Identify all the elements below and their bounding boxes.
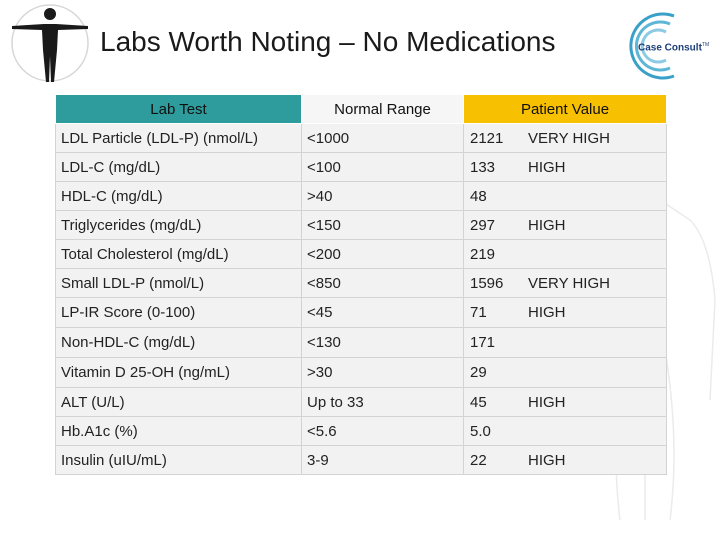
patient-value-cell: 22 HIGH xyxy=(463,445,667,475)
table-row: ALT (U/L) Up to 33 45 HIGH xyxy=(55,387,667,417)
table-row: Insulin (uIU/mL) 3-9 22 HIGH xyxy=(55,445,667,475)
lab-test-cell: ALT (U/L) xyxy=(55,387,302,417)
lab-test-cell: Small LDL-P (nmol/L) xyxy=(55,268,302,298)
lab-test-cell: Non-HDL-C (mg/dL) xyxy=(55,327,302,358)
patient-value-cell: 133 HIGH xyxy=(463,152,667,182)
table-row: Vitamin D 25-OH (ng/mL) >30 29 xyxy=(55,357,667,388)
slide-title: Labs Worth Noting – No Medications xyxy=(100,26,556,57)
lab-test-cell: Triglycerides (mg/dL) xyxy=(55,210,302,240)
lab-test-cell: Hb.A1c (%) xyxy=(55,416,302,446)
patient-value: 48 xyxy=(470,187,487,205)
brand-name-text: Case Consult xyxy=(638,42,702,54)
table-header-row: Lab Test Normal Range Patient Value xyxy=(55,94,667,124)
patient-value-cell: 29 xyxy=(463,357,667,388)
value-flag: HIGH xyxy=(528,304,566,321)
lab-test-cell: Vitamin D 25-OH (ng/mL) xyxy=(55,357,302,388)
lab-test-cell: LDL Particle (LDL-P) (nmol/L) xyxy=(55,123,302,153)
patient-value: 22 xyxy=(470,451,487,469)
normal-range-cell: <100 xyxy=(301,152,464,182)
normal-range-cell: <1000 xyxy=(301,123,464,153)
human-figure-icon xyxy=(11,4,89,82)
table-row: LDL-C (mg/dL) <100 133 HIGH xyxy=(55,152,667,182)
trademark-mark: TM xyxy=(701,42,710,48)
header-normal-range: Normal Range xyxy=(301,94,464,124)
patient-value-cell: 5.0 xyxy=(463,416,667,446)
normal-range-cell: >40 xyxy=(301,181,464,211)
patient-value: 1596 xyxy=(470,274,504,292)
patient-value-cell: 171 xyxy=(463,327,667,358)
table-row: Triglycerides (mg/dL) <150 297 HIGH xyxy=(55,210,667,240)
lab-test-cell: Total Cholesterol (mg/dL) xyxy=(55,239,302,269)
value-flag: VERY HIGH xyxy=(528,274,610,292)
patient-value: 297 xyxy=(470,216,496,234)
table-row: Hb.A1c (%) <5.6 5.0 xyxy=(55,416,667,446)
patient-value-cell: 71 HIGH xyxy=(463,297,667,328)
patient-value-cell: 2121 VERY HIGH xyxy=(463,123,667,153)
table-row: LP-IR Score (0-100) <45 71 HIGH xyxy=(55,297,667,328)
case-consult-logo-icon xyxy=(629,12,675,80)
lab-test-cell: LP-IR Score (0-100) xyxy=(55,297,302,328)
patient-value: 45 xyxy=(470,393,487,411)
normal-range-cell: <130 xyxy=(301,327,464,358)
normal-range-cell: <5.6 xyxy=(301,416,464,446)
labs-table: Lab Test Normal Range Patient Value LDL … xyxy=(55,94,667,475)
table-row: HDL-C (mg/dL) >40 48 xyxy=(55,181,667,211)
header-lab-test: Lab Test xyxy=(55,94,302,124)
normal-range-cell: <200 xyxy=(301,239,464,269)
value-flag: HIGH xyxy=(528,451,566,469)
patient-value: 133 xyxy=(470,158,496,176)
patient-value-cell: 219 xyxy=(463,239,667,269)
normal-range-cell: >30 xyxy=(301,357,464,388)
value-flag: HIGH xyxy=(528,393,566,411)
table-body: LDL Particle (LDL-P) (nmol/L) <1000 2121 VE… xyxy=(55,123,667,475)
normal-range-cell: 3-9 xyxy=(301,445,464,475)
normal-range-cell: <150 xyxy=(301,210,464,240)
patient-value-cell: 48 xyxy=(463,181,667,211)
normal-range-cell: <45 xyxy=(301,297,464,328)
value-flag: VERY HIGH xyxy=(528,129,610,147)
patient-value: 5.0 xyxy=(470,422,491,440)
lab-test-cell: LDL-C (mg/dL) xyxy=(55,152,302,182)
table-row: Total Cholesterol (mg/dL) <200 219 xyxy=(55,239,667,269)
patient-value-cell: 45 HIGH xyxy=(463,387,667,417)
table-row: Small LDL-P (nmol/L) <850 1596 VERY HIGH xyxy=(55,268,667,298)
normal-range-cell: Up to 33 xyxy=(301,387,464,417)
table-row: LDL Particle (LDL-P) (nmol/L) <1000 2121 VE… xyxy=(55,123,667,153)
patient-value: 219 xyxy=(470,245,496,263)
patient-value-cell: 1596 VERY HIGH xyxy=(463,268,667,298)
patient-value: 29 xyxy=(470,364,487,381)
patient-value: 71 xyxy=(470,304,487,321)
value-flag: HIGH xyxy=(528,158,566,176)
header-patient-value: Patient Value xyxy=(463,94,667,124)
value-flag: HIGH xyxy=(528,216,566,234)
patient-value: 171 xyxy=(470,334,496,351)
brand-name: Case ConsultTM xyxy=(638,42,709,53)
patient-value: 2121 xyxy=(470,129,504,147)
table-row: Non-HDL-C (mg/dL) <130 171 xyxy=(55,327,667,358)
lab-test-cell: Insulin (uIU/mL) xyxy=(55,445,302,475)
patient-value-cell: 297 HIGH xyxy=(463,210,667,240)
normal-range-cell: <850 xyxy=(301,268,464,298)
lab-test-cell: HDL-C (mg/dL) xyxy=(55,181,302,211)
